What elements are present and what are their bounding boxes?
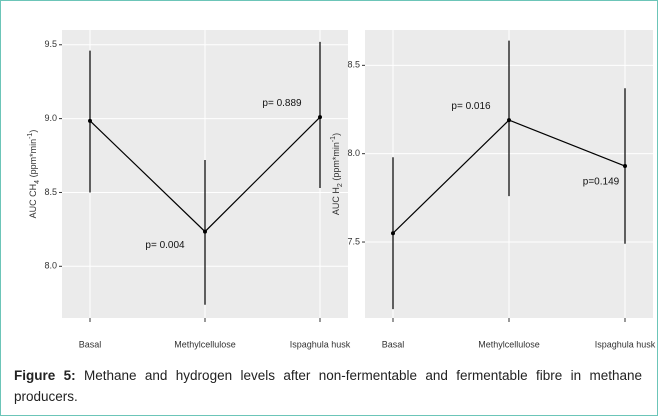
y-tick-label: 9.5	[44, 39, 57, 49]
caption-text: Methane and hydrogen levels after non-fe…	[14, 368, 642, 404]
y-axis-label: AUC H2 (ppm*min-1)	[330, 133, 344, 215]
y-tick-label: 8.0	[347, 148, 360, 158]
y-tick-label: 7.5	[347, 236, 360, 246]
x-tick-label: Ispaghula husk	[595, 339, 656, 349]
y-axis-label-part: 4	[34, 180, 41, 184]
point	[507, 118, 511, 123]
y-tick-label: 8.5	[44, 187, 57, 197]
y-axis-label-part: )	[28, 130, 38, 133]
x-tick-label: Methylcellulose	[478, 339, 540, 349]
point	[203, 229, 207, 234]
point	[88, 118, 92, 123]
annotation: p=0.149	[583, 177, 620, 188]
y-axis-label: AUC CH4 (ppm*min-1)	[27, 130, 41, 219]
x-tick-label: Ispaghula husk	[290, 339, 351, 349]
y-tick-label: 8.5	[347, 60, 360, 70]
y-axis-label-part: (ppm*min	[331, 142, 341, 183]
y-axis-label-part: )	[331, 133, 341, 136]
y-axis-label-part: -1	[330, 136, 337, 142]
x-tick-label: Basal	[79, 339, 102, 349]
annotation: p= 0.889	[262, 98, 302, 109]
caption-label: Figure 5:	[14, 368, 76, 383]
y-axis-label-part: 2	[337, 183, 344, 187]
y-axis-label-part: -1	[27, 133, 34, 139]
annotation: p= 0.016	[451, 101, 491, 112]
annotation: p= 0.004	[145, 240, 185, 251]
y-axis-label-part: AUC H	[331, 187, 341, 215]
y-axis-label-part: (ppm*min	[28, 139, 38, 180]
x-tick-label: Methylcellulose	[174, 339, 236, 349]
point	[391, 231, 395, 236]
x-tick-label: Basal	[382, 339, 405, 349]
chart: 8.0 8.5 9.0 9.5 Basal Methylcellulose Ispaghul…	[27, 30, 656, 349]
point	[623, 164, 627, 169]
y-tick-label: 9.0	[44, 113, 57, 123]
y-tick-label: 8.0	[44, 261, 57, 271]
y-axis-label-part: AUC CH	[28, 184, 38, 219]
point	[318, 115, 322, 120]
caption: Figure 5: Methane and hydrogen levels af…	[14, 365, 642, 407]
